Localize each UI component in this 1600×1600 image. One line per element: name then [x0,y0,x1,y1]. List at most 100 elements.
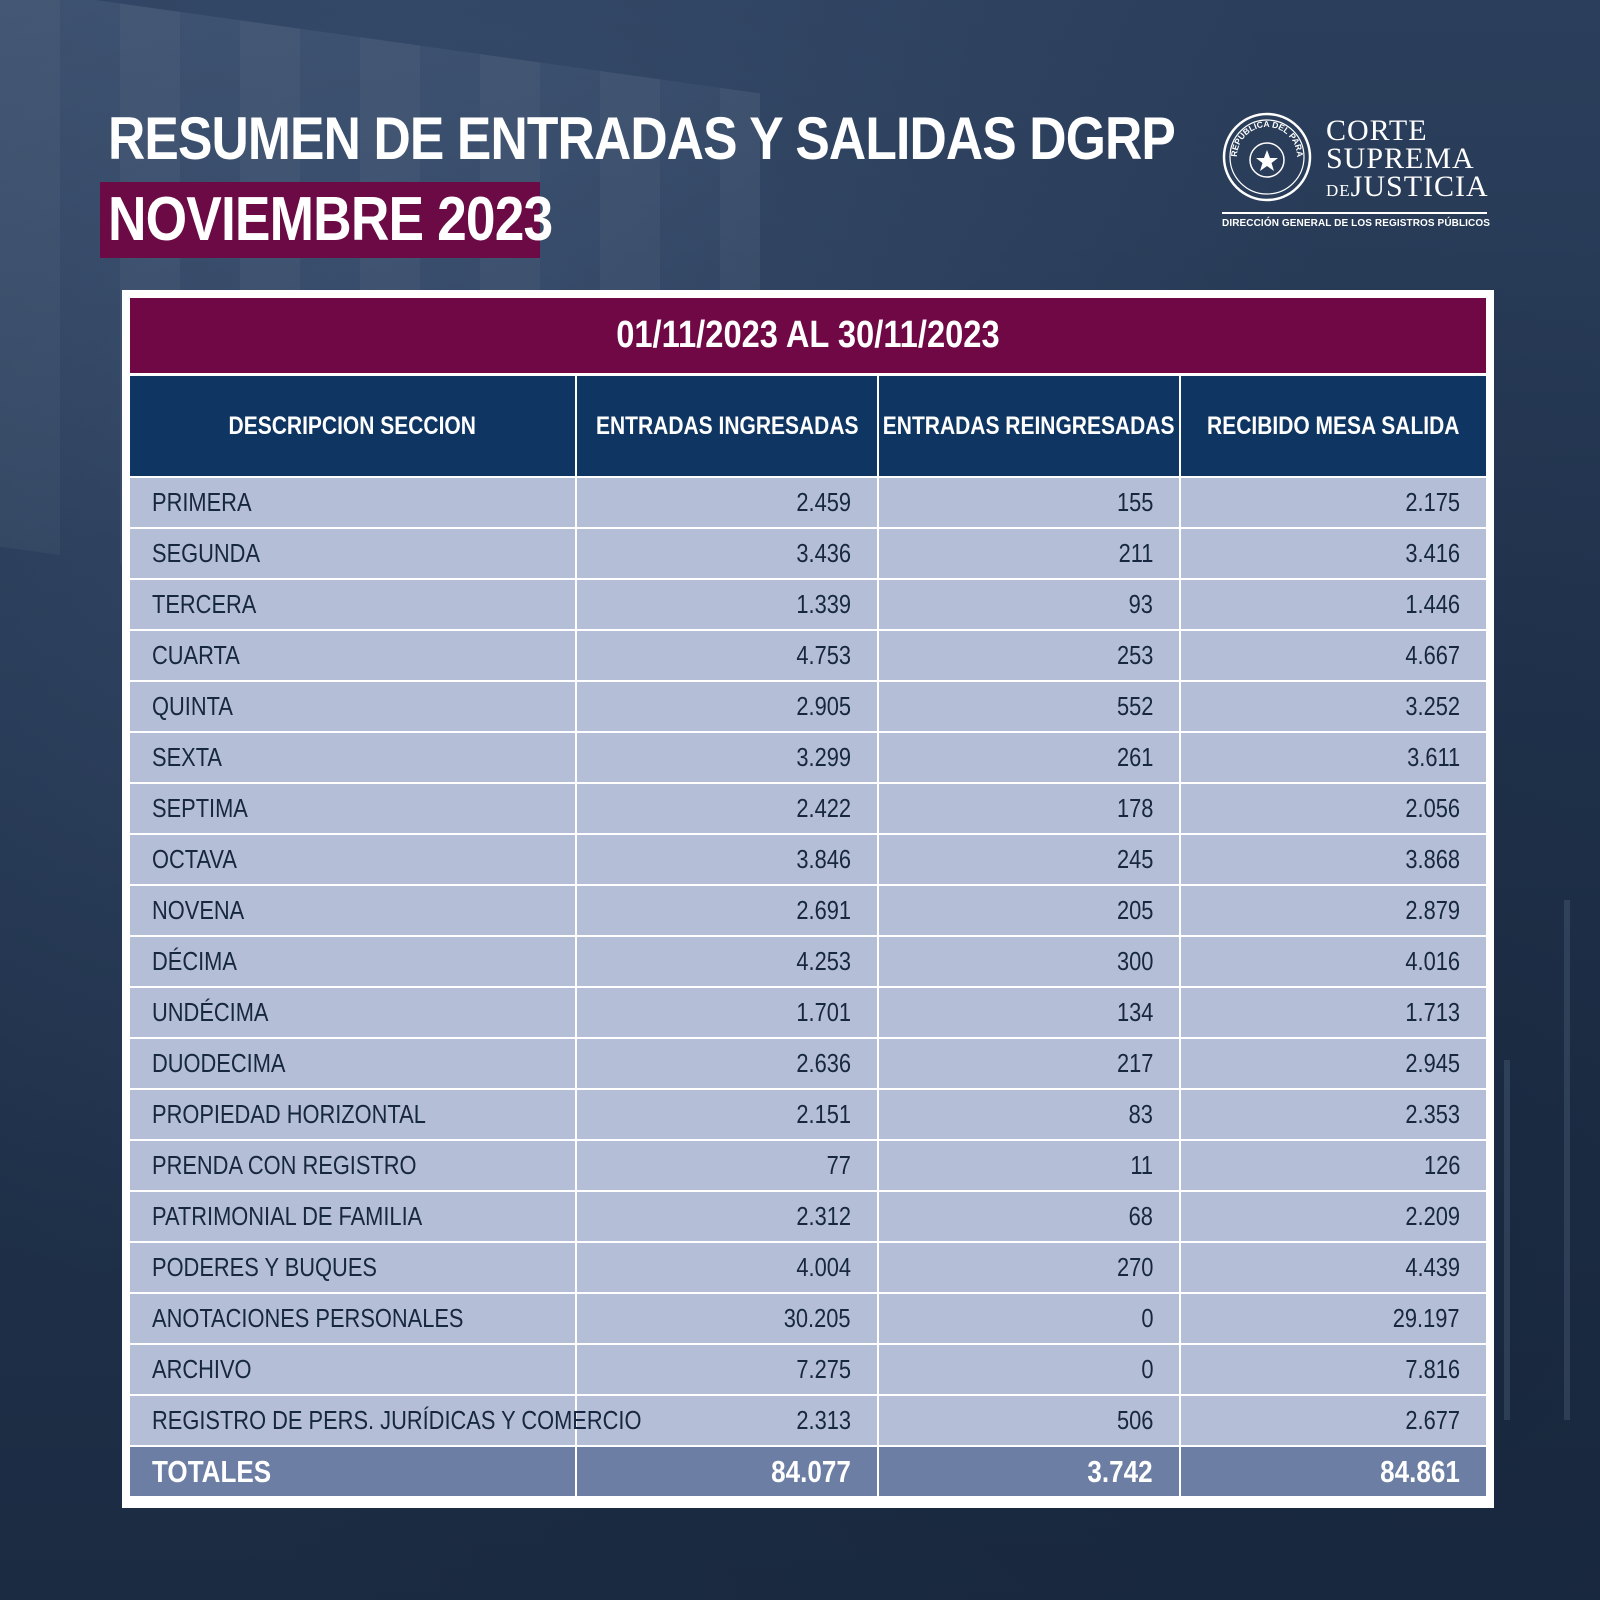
table-cell-text: OCTAVA [152,844,237,874]
table-cell-text: REGISTRO DE PERS. JURÍDICAS Y COMERCIO [152,1405,642,1435]
row-section-name: NOVENA [130,886,575,935]
row-value: 11 [879,1141,1179,1190]
totals-label: TOTALES [130,1447,575,1496]
row-value: 83 [879,1090,1179,1139]
row-value: 178 [879,784,1179,833]
table-cell-text: 2.151 [796,1099,851,1129]
row-value: 0 [879,1294,1179,1343]
table-cell-text: 30.205 [784,1303,851,1333]
row-value: 217 [879,1039,1179,1088]
table-cell-text: 7.275 [796,1354,851,1384]
row-value: 3.436 [577,529,877,578]
table-cell-text: 1.339 [796,589,851,619]
row-section-name: PRIMERA [130,478,575,527]
table-cell-text: 2.422 [796,793,851,823]
table-cell-text: 2.175 [1405,487,1460,517]
row-section-name: UNDÉCIMA [130,988,575,1037]
row-section-name: SEXTA [130,733,575,782]
table-cell-text: 4.753 [796,640,851,670]
totals-value: 84.861 [1181,1447,1486,1496]
row-value: 2.691 [577,886,877,935]
table-cell-text: 205 [1116,895,1153,925]
table-cell-text: 93 [1128,589,1153,619]
row-value: 2.353 [1181,1090,1486,1139]
table-cell-text: 3.416 [1405,538,1460,568]
table-cell-text: 4.004 [796,1252,851,1282]
table-cell-text: 2.945 [1405,1048,1460,1078]
table-cell-text: 2.879 [1405,895,1460,925]
row-value: 253 [879,631,1179,680]
table-cell-text: 3.742 [1087,1453,1153,1489]
row-section-name: OCTAVA [130,835,575,884]
row-value: 126 [1181,1141,1486,1190]
table-cell-text: PODERES Y BUQUES [152,1252,377,1282]
table-cell-text: 270 [1116,1252,1153,1282]
row-section-name: PATRIMONIAL DE FAMILIA [130,1192,575,1241]
row-value: 2.151 [577,1090,877,1139]
row-value: 261 [879,733,1179,782]
row-value: 2.312 [577,1192,877,1241]
table-cell-text: 2.905 [796,691,851,721]
table-cell-text: 1.701 [796,997,851,1027]
table-cell-text: SEPTIMA [152,793,248,823]
table-cell-text: 261 [1116,742,1153,772]
table-cell-text: CUARTA [152,640,240,670]
table-cell-text: PATRIMONIAL DE FAMILIA [152,1201,423,1231]
row-value: 0 [879,1345,1179,1394]
table-cell-text: NOVENA [152,895,245,925]
table-cell-text: 0 [1140,1303,1153,1333]
table-cell-text: UNDÉCIMA [152,997,269,1027]
row-value: 3.252 [1181,682,1486,731]
table-cell-text: 84.077 [771,1453,851,1489]
table-cell-text: 2.459 [796,487,851,517]
row-value: 2.879 [1181,886,1486,935]
table-cell-text: 3.299 [796,742,851,772]
table-cell-text: 68 [1128,1201,1153,1231]
row-value: 1.339 [577,580,877,629]
table-cell-text: ANOTACIONES PERSONALES [152,1303,464,1333]
background-mast [1504,1060,1510,1420]
table-cell-text: 552 [1116,691,1153,721]
background-mast [1564,900,1570,1420]
row-section-name: DUODECIMA [130,1039,575,1088]
table-cell-text: 211 [1118,538,1153,568]
table-cell-text: 0 [1140,1354,1153,1384]
brand-line-suprema: SUPREMA [1326,142,1475,175]
row-value: 2.056 [1181,784,1486,833]
table-cell-text: 3.252 [1405,691,1460,721]
row-value: 4.253 [577,937,877,986]
row-value: 270 [879,1243,1179,1292]
row-value: 3.299 [577,733,877,782]
row-value: 7.816 [1181,1345,1486,1394]
table-cell-text: 2.209 [1405,1201,1460,1231]
totals-value: 84.077 [577,1447,877,1496]
summary-table-panel: 01/11/2023 AL 30/11/2023 DESCRIPCION SEC… [122,290,1494,1508]
table-cell-text: 1.446 [1405,589,1460,619]
table-cell-text: 155 [1116,487,1153,517]
corte-suprema-logo: REPÚBLICA DEL PARAGUAY CORTE SUPREMA DEJ… [1222,112,1490,240]
svg-text:REPÚBLICA DEL PARAGUAY: REPÚBLICA DEL PARAGUAY [1222,112,1305,158]
row-section-name: DÉCIMA [130,937,575,986]
row-value: 93 [879,580,1179,629]
table-cell-text: 4.253 [796,946,851,976]
table-cell-text: 29.197 [1393,1303,1460,1333]
table-cell-text: 4.016 [1405,946,1460,976]
row-value: 4.016 [1181,937,1486,986]
row-section-name: QUINTA [130,682,575,731]
table-cell-text: 3.436 [796,538,851,568]
row-value: 134 [879,988,1179,1037]
table-cell-text: 3.611 [1406,742,1460,772]
table-cell-text: 2.312 [796,1201,851,1231]
table-cell-text: 134 [1116,997,1153,1027]
table-cell-text: 126 [1423,1150,1460,1180]
table-cell-text: 245 [1116,844,1153,874]
row-value: 29.197 [1181,1294,1486,1343]
table-cell-text: 2.636 [796,1048,851,1078]
row-value: 3.868 [1181,835,1486,884]
row-value: 1.446 [1181,580,1486,629]
column-header: ENTRADAS INGRESADAS [577,376,877,476]
row-value: 1.713 [1181,988,1486,1037]
period-text: 01/11/2023 AL 30/11/2023 [616,314,1000,356]
table-cell-text: 178 [1116,793,1153,823]
row-section-name: CUARTA [130,631,575,680]
